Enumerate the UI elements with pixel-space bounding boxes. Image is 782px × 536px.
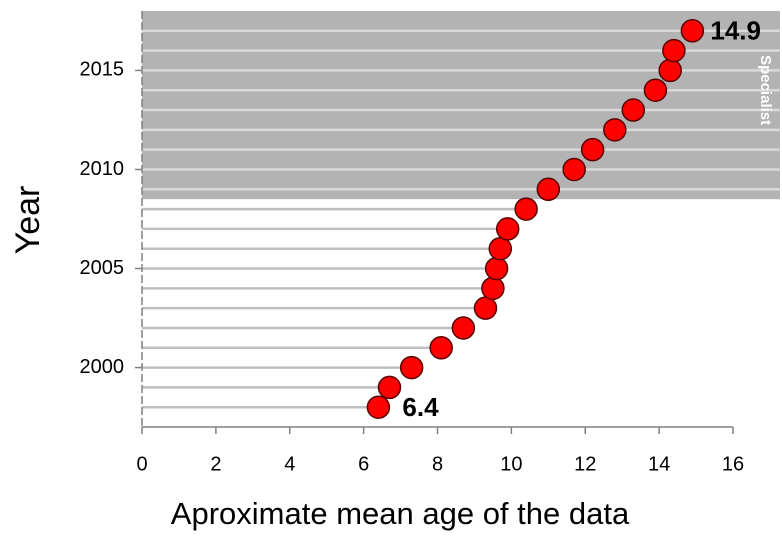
point xyxy=(473,296,498,320)
point xyxy=(366,395,391,419)
point xyxy=(377,375,402,400)
point xyxy=(603,118,627,142)
point xyxy=(658,58,682,83)
point xyxy=(399,355,424,380)
data-label: 6.4 xyxy=(402,392,439,422)
point xyxy=(562,157,586,182)
x-tick-label: 4 xyxy=(284,453,295,475)
point xyxy=(643,78,668,102)
y-tick-label: 2005 xyxy=(80,257,125,279)
x-tick-label: 10 xyxy=(500,453,522,475)
region-label: Specialist xyxy=(757,55,774,125)
x-tick-label: 2 xyxy=(210,453,221,475)
x-tick-label: 0 xyxy=(136,453,147,475)
y-tick-label: 2015 xyxy=(80,59,125,81)
data-label: 14.9 xyxy=(710,16,761,46)
point xyxy=(680,19,705,43)
point xyxy=(488,236,513,261)
x-tick-label: 8 xyxy=(432,453,443,475)
y-axis-label: Year xyxy=(9,186,47,255)
x-tick-label: 12 xyxy=(574,453,596,475)
point xyxy=(429,336,453,360)
point xyxy=(495,217,520,241)
point xyxy=(662,38,686,63)
y-tick-label: 2000 xyxy=(80,356,125,378)
point xyxy=(621,98,646,122)
point xyxy=(481,276,505,301)
point xyxy=(484,256,509,281)
x-axis-label: Aproximate mean age of the data xyxy=(171,496,630,531)
x-tick-label: 14 xyxy=(648,453,670,475)
point xyxy=(451,316,476,340)
x-tick-label: 6 xyxy=(358,453,369,475)
background-layer xyxy=(142,11,780,409)
x-tick-label: 16 xyxy=(722,453,744,475)
point xyxy=(514,197,538,221)
y-tick-label: 2010 xyxy=(80,158,125,180)
point xyxy=(536,177,561,202)
point xyxy=(580,137,605,162)
